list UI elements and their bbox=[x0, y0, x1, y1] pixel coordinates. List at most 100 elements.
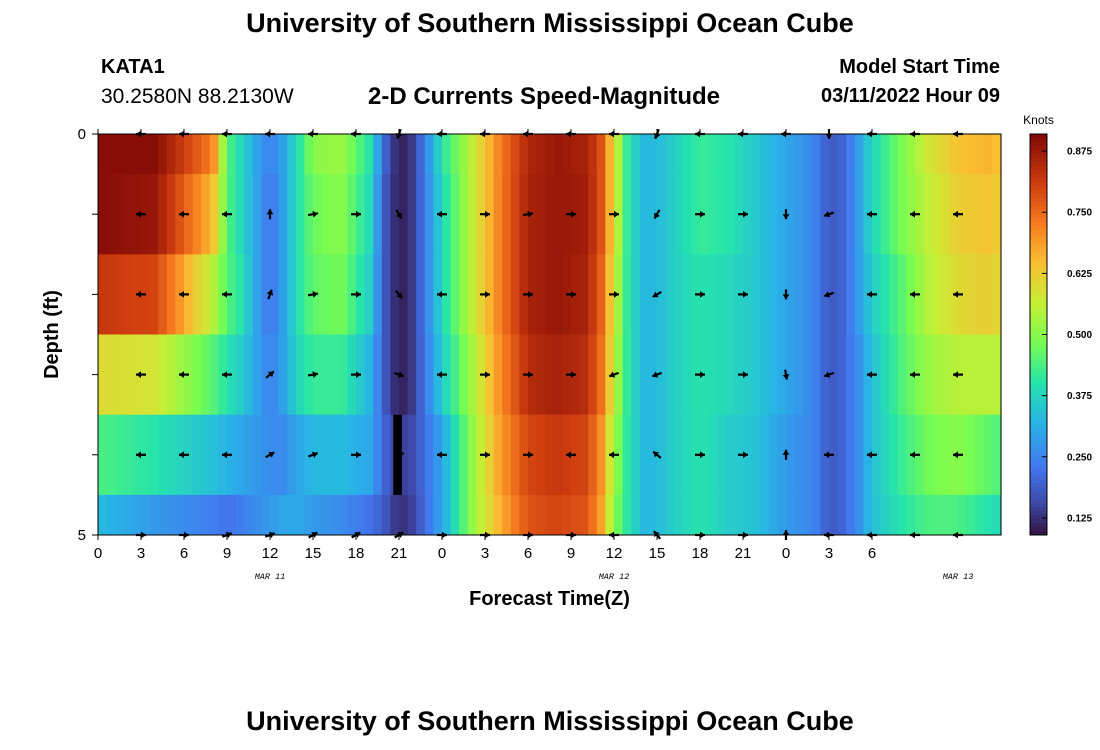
heatmap-cell bbox=[252, 414, 262, 496]
heatmap-cell bbox=[424, 334, 434, 416]
current-vector-arrow bbox=[651, 371, 663, 378]
heatmap-cell bbox=[691, 134, 701, 175]
current-vector-arrow bbox=[437, 210, 447, 218]
heatmap-cell bbox=[880, 134, 890, 175]
current-vector-arrow bbox=[738, 210, 748, 218]
current-vector-arrow bbox=[910, 371, 920, 378]
heatmap-cell bbox=[545, 414, 555, 496]
current-vector-arrow bbox=[480, 451, 490, 459]
colorbar-segment bbox=[1030, 322, 1047, 327]
colorbar-tick-label: 0.500 bbox=[1067, 330, 1092, 341]
current-vector-arrow bbox=[566, 371, 576, 378]
heatmap-cell bbox=[588, 254, 598, 335]
heatmap-cell bbox=[459, 334, 469, 416]
heatmap-cell bbox=[338, 174, 348, 255]
heatmap-cell bbox=[717, 174, 727, 255]
heatmap-cell bbox=[966, 414, 976, 496]
heatmap-cell bbox=[502, 134, 512, 175]
heatmap-cell bbox=[98, 494, 108, 536]
colorbar-segment bbox=[1030, 510, 1047, 516]
x-tick-label: 12 bbox=[262, 545, 279, 562]
heatmap-cell bbox=[665, 334, 675, 416]
heatmap-cell bbox=[261, 334, 271, 416]
heatmap-cell bbox=[158, 414, 168, 496]
heatmap-cell bbox=[829, 254, 839, 335]
colorbar-segment bbox=[1030, 142, 1047, 147]
heatmap-cell bbox=[545, 254, 555, 335]
heatmap-cell bbox=[467, 414, 477, 496]
heatmap-cell bbox=[467, 254, 477, 335]
heatmap-cell bbox=[98, 254, 108, 335]
heatmap-cell bbox=[390, 134, 400, 175]
heatmap-cell bbox=[889, 174, 899, 255]
heatmap-cell bbox=[158, 174, 168, 255]
heatmap-cell bbox=[373, 254, 383, 335]
heatmap-cell bbox=[149, 414, 159, 496]
heatmap-cell bbox=[330, 494, 340, 536]
heatmap-cell bbox=[502, 494, 512, 536]
heatmap-cell bbox=[932, 494, 942, 536]
heatmap-cell bbox=[132, 134, 142, 175]
colorbar-segment bbox=[1030, 450, 1047, 456]
heatmap-cell bbox=[768, 414, 778, 496]
heatmap-cell bbox=[794, 334, 804, 416]
heatmap-cell bbox=[579, 494, 589, 536]
heatmap-cell bbox=[777, 414, 787, 496]
heatmap-cell bbox=[364, 414, 374, 496]
heatmap-cell bbox=[992, 254, 1002, 335]
heatmap-cell bbox=[416, 414, 426, 496]
heatmap-cell bbox=[545, 494, 555, 536]
heatmap-cell bbox=[252, 174, 262, 255]
heatmap-cell bbox=[794, 414, 804, 496]
heatmap-cell bbox=[424, 134, 434, 175]
current-vector-arrow bbox=[523, 371, 533, 378]
heatmap-cell bbox=[665, 494, 675, 536]
current-vector-arrow bbox=[266, 289, 274, 300]
heatmap-cell bbox=[390, 334, 400, 416]
colorbar-segment bbox=[1030, 270, 1047, 275]
current-vector-arrow bbox=[738, 371, 748, 378]
heatmap-cell bbox=[553, 414, 563, 496]
heatmap-cell bbox=[244, 174, 254, 255]
current-vector-arrow bbox=[609, 210, 619, 218]
heatmap-cell bbox=[209, 134, 219, 175]
heatmap-cell bbox=[295, 134, 305, 175]
current-vector-arrow bbox=[823, 291, 835, 298]
heatmap-cell bbox=[519, 494, 529, 536]
heatmap-cell bbox=[846, 254, 856, 335]
heatmap-cell bbox=[992, 134, 1002, 175]
heatmap-cell bbox=[648, 174, 658, 255]
heatmap-cell bbox=[725, 254, 735, 335]
heatmap-cell bbox=[657, 414, 667, 496]
heatmap-cell bbox=[837, 134, 847, 175]
heatmap-cell bbox=[545, 174, 555, 255]
heatmap-cell bbox=[863, 494, 873, 536]
heatmap-cell bbox=[399, 134, 409, 175]
heatmap-cell bbox=[983, 134, 993, 175]
colorbar-segment bbox=[1030, 158, 1047, 163]
heatmap-cell bbox=[192, 174, 202, 255]
colorbar-segment bbox=[1030, 342, 1047, 348]
colorbar-segment bbox=[1030, 366, 1047, 372]
heatmap-cell bbox=[149, 174, 159, 255]
chart-canvas: 0 3 6 9 12 15 18 21 0 3 6 9 12 15 18 21 0 3 6 MAR 11 MAR 12 M… bbox=[41, 113, 1092, 610]
colorbar-segment bbox=[1030, 198, 1047, 203]
heatmap-cell bbox=[940, 174, 950, 255]
heatmap-cell bbox=[321, 414, 331, 496]
heatmap-cell bbox=[209, 174, 219, 255]
heatmap-cell bbox=[235, 414, 245, 496]
heatmap-cell bbox=[725, 174, 735, 255]
heatmap-cell bbox=[141, 494, 151, 536]
heatmap-cell bbox=[657, 174, 667, 255]
heatmap-cell bbox=[846, 494, 856, 536]
heatmap-cell bbox=[123, 494, 133, 536]
heatmap-cell bbox=[304, 494, 314, 536]
heatmap-cell bbox=[373, 174, 383, 255]
heatmap-cell bbox=[932, 174, 942, 255]
heatmap-cell bbox=[682, 494, 692, 536]
heatmap-cell bbox=[536, 494, 546, 536]
heatmap-cell bbox=[201, 174, 211, 255]
heatmap-cell bbox=[235, 254, 245, 335]
colorbar-segment bbox=[1030, 266, 1047, 271]
heatmap-cell bbox=[708, 334, 718, 416]
